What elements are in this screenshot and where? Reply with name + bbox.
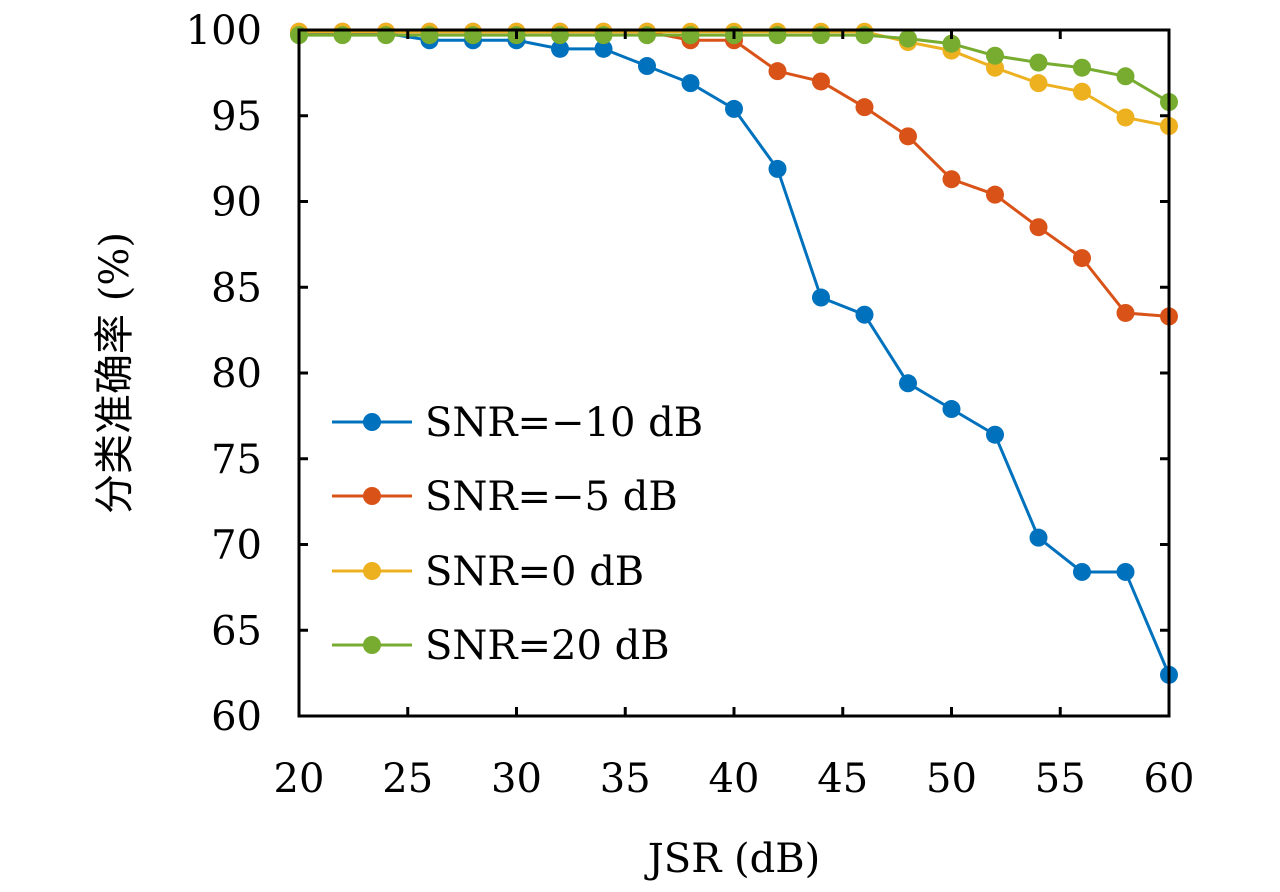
y-tick-label: 65 (211, 608, 262, 654)
data-point (1116, 67, 1135, 86)
data-point (986, 46, 1004, 65)
legend-marker (363, 636, 381, 654)
data-point (1029, 74, 1048, 93)
data-point (986, 185, 1004, 204)
x-tick-label: 25 (382, 756, 433, 802)
x-tick-label: 40 (709, 756, 760, 802)
data-point (1029, 528, 1048, 547)
data-point (681, 74, 700, 93)
data-point (855, 98, 874, 117)
legend-marker (363, 487, 381, 505)
x-tick-label: 30 (491, 756, 542, 802)
data-point (551, 39, 569, 58)
data-point (1073, 58, 1091, 77)
x-tick-label: 50 (926, 756, 977, 802)
legend-label: SNR=−5 dB (425, 474, 678, 520)
series-0 (290, 24, 1178, 684)
legend-item: SNR=20 dB (332, 623, 670, 669)
data-point (812, 288, 830, 307)
data-point (942, 400, 961, 419)
data-point (899, 374, 917, 393)
data-point (594, 39, 613, 58)
data-point (1029, 218, 1048, 237)
legend-item: SNR=−10 dB (332, 400, 703, 446)
legend-item: SNR=0 dB (332, 549, 644, 595)
legend-marker (363, 413, 381, 431)
y-tick-label: 80 (211, 351, 262, 397)
y-tick-label: 75 (211, 437, 262, 483)
ticks-layer: 20 25 30 35 40 45 50 55 60 60 65 70 75 80 85 90 95 100 (186, 8, 1195, 802)
data-point (725, 99, 743, 118)
y-tick-label: 90 (211, 180, 262, 226)
x-tick-label: 35 (600, 756, 651, 802)
y-tick-label: 70 (211, 523, 262, 569)
data-point (855, 305, 874, 324)
series-layer (290, 22, 1178, 684)
legend-item: SNR=−5 dB (332, 474, 678, 520)
data-point (942, 34, 961, 53)
x-axis-label: JSR (dB) (644, 836, 820, 882)
legend-marker (363, 562, 381, 580)
data-point (768, 159, 787, 178)
x-tick-label: 45 (817, 756, 868, 802)
data-point (638, 57, 656, 76)
x-tick-label: 55 (1035, 756, 1086, 802)
data-point (1029, 53, 1048, 72)
y-tick-label: 95 (211, 94, 262, 140)
legend-label: SNR=−10 dB (425, 400, 703, 446)
data-point (1116, 303, 1135, 322)
data-point (768, 62, 787, 81)
plot-frame (297, 28, 1171, 718)
y-axis-label: 分类准确率 (%) (92, 232, 138, 514)
data-point (1116, 108, 1135, 127)
y-tick-label: 60 (211, 694, 262, 740)
data-point (942, 170, 961, 189)
y-tick-label: 85 (211, 265, 262, 311)
data-point (1073, 82, 1091, 101)
x-tick-label: 20 (274, 756, 325, 802)
legend: SNR=−10 dB SNR=−5 dB SNR=0 dB SNR=20 dB (332, 400, 703, 669)
data-point (986, 425, 1004, 444)
data-point (1116, 562, 1135, 581)
legend-label: SNR=0 dB (425, 549, 644, 595)
data-point (1073, 562, 1091, 581)
legend-label: SNR=20 dB (425, 623, 670, 669)
data-point (899, 127, 917, 146)
data-point (812, 72, 830, 91)
data-point (899, 29, 917, 48)
data-point (1073, 249, 1091, 268)
y-tick-label: 100 (186, 8, 262, 54)
x-tick-label: 60 (1144, 756, 1195, 802)
